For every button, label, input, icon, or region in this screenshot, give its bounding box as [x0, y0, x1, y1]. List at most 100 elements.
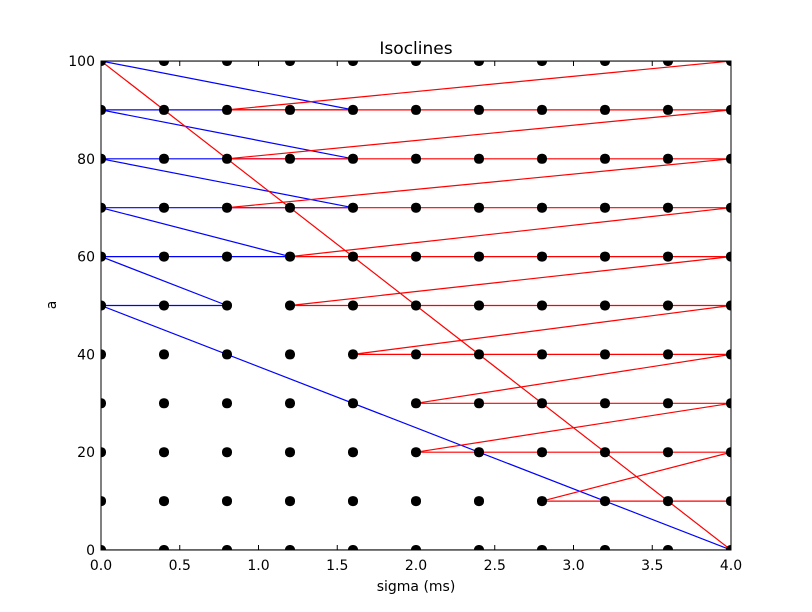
data-point [285, 153, 295, 164]
data-point [348, 545, 358, 550]
data-point [222, 300, 232, 311]
data-point [411, 202, 421, 213]
data-point [537, 349, 547, 360]
data-point [348, 496, 358, 507]
data-point [411, 251, 421, 262]
y-tick-label: 60 [77, 250, 95, 266]
x-tick-label: 4.0 [720, 558, 742, 574]
data-point [537, 496, 547, 507]
data-point [474, 300, 484, 311]
data-point [663, 545, 673, 550]
data-point [411, 447, 421, 458]
data-point [285, 398, 295, 409]
data-point [348, 202, 358, 213]
data-point [348, 153, 358, 164]
x-tick-label: 3.0 [562, 558, 584, 574]
series-line-red [101, 61, 731, 550]
data-point [159, 153, 169, 164]
data-point [285, 545, 295, 550]
data-point [222, 104, 232, 115]
data-point [101, 496, 106, 507]
data-point [101, 545, 106, 550]
data-point [411, 153, 421, 164]
data-point [474, 545, 484, 550]
data-point [222, 496, 232, 507]
data-point [285, 496, 295, 507]
data-point [726, 398, 731, 409]
data-point [474, 496, 484, 507]
y-tick-label: 20 [77, 445, 95, 461]
data-point [600, 349, 610, 360]
data-point [159, 349, 169, 360]
data-point [726, 61, 731, 66]
data-point [474, 61, 484, 66]
data-point [411, 300, 421, 311]
data-point [285, 251, 295, 262]
data-point [663, 104, 673, 115]
data-point [348, 398, 358, 409]
x-tick-label: 1.0 [247, 558, 269, 574]
data-point [159, 202, 169, 213]
data-point [285, 202, 295, 213]
data-point [663, 153, 673, 164]
data-point [222, 202, 232, 213]
data-point [600, 496, 610, 507]
data-point [600, 398, 610, 409]
data-point [663, 496, 673, 507]
data-point [537, 251, 547, 262]
data-point [411, 398, 421, 409]
x-tick-label: 3.5 [641, 558, 663, 574]
data-point [474, 398, 484, 409]
x-tick-label: 1.5 [326, 558, 348, 574]
data-point [159, 496, 169, 507]
data-point [222, 61, 232, 66]
y-tick-label: 80 [77, 152, 95, 168]
x-tick-label: 0.0 [90, 558, 112, 574]
data-point [663, 61, 673, 66]
data-point [159, 545, 169, 550]
y-axis-label: a [44, 301, 60, 310]
x-tick-label: 2.0 [405, 558, 427, 574]
data-point [101, 61, 106, 66]
series-layer [101, 61, 731, 550]
data-point [663, 398, 673, 409]
data-point [411, 104, 421, 115]
data-point [726, 496, 731, 507]
chart-title: Isoclines [379, 39, 452, 59]
data-point [726, 104, 731, 115]
data-point [101, 300, 106, 311]
data-point [600, 104, 610, 115]
data-point [222, 545, 232, 550]
y-tick-label: 40 [77, 347, 95, 363]
data-point [537, 300, 547, 311]
x-axis-label: sigma (ms) [377, 579, 456, 595]
data-point [159, 447, 169, 458]
y-tick-label: 100 [68, 54, 95, 70]
data-point [159, 104, 169, 115]
data-point [663, 300, 673, 311]
data-point [101, 104, 106, 115]
data-point [726, 300, 731, 311]
data-point [663, 251, 673, 262]
data-point [600, 251, 610, 262]
data-point [537, 545, 547, 550]
data-point [600, 202, 610, 213]
data-point [600, 153, 610, 164]
data-point [159, 61, 169, 66]
data-point [159, 398, 169, 409]
data-point [474, 153, 484, 164]
data-point [285, 104, 295, 115]
data-point [726, 545, 731, 550]
x-axis-ticks: 0.0 0.5 1.0 1.5 2.0 2.5 3.0 3.5 4.0 [90, 61, 742, 574]
data-point [159, 300, 169, 311]
data-point [285, 447, 295, 458]
data-point [222, 349, 232, 360]
data-point [537, 447, 547, 458]
data-point [474, 104, 484, 115]
data-point [474, 202, 484, 213]
data-point [411, 496, 421, 507]
data-point [348, 251, 358, 262]
data-point [285, 61, 295, 66]
